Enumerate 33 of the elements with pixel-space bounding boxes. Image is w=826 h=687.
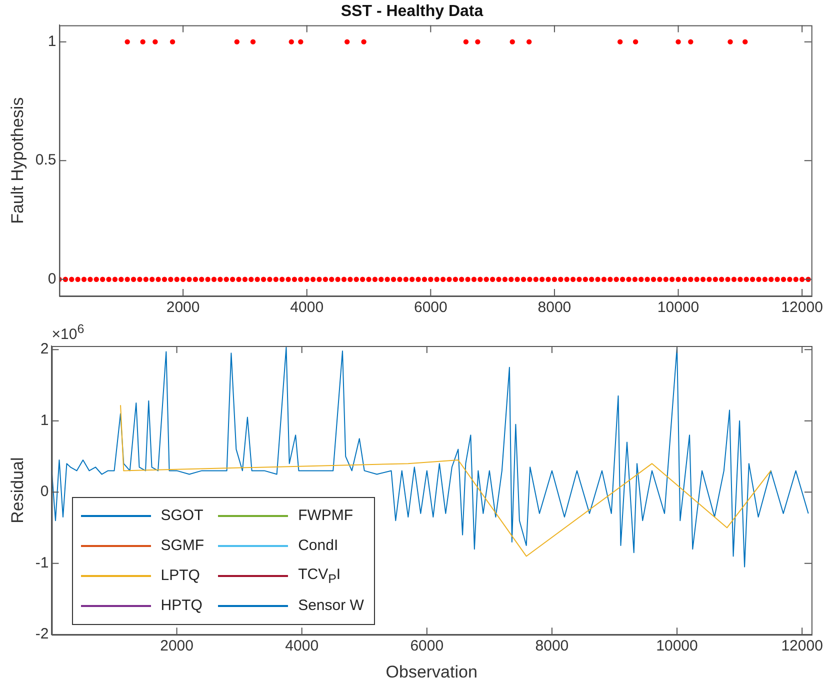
- x-axis-title: Observation: [386, 662, 478, 682]
- y-tick-label: -1: [35, 554, 49, 572]
- y-tick-label: 2: [40, 340, 49, 358]
- x-tick-label: 12000: [781, 638, 823, 655]
- legend-label: SGOT: [160, 507, 204, 524]
- y-tick-label: 1: [40, 412, 49, 429]
- x-tick-label: 10000: [656, 638, 698, 655]
- text: ×10$^{6}$: [52, 322, 84, 343]
- x-tick-label: 12000: [781, 299, 823, 316]
- y-axis-title: Fault Hypothesis: [8, 97, 27, 224]
- y-axis-title: Residual: [8, 457, 27, 524]
- legend-label: FWPMF: [298, 507, 354, 524]
- y-tick-label: 0: [48, 270, 56, 288]
- x-tick-label: 4000: [290, 299, 324, 316]
- legend-label: HPTQ: [160, 597, 202, 614]
- y-tick-label: 1: [48, 32, 56, 50]
- legend-label: Sensor W: [298, 597, 364, 614]
- legend-label: SGMF: [160, 537, 204, 554]
- legend-label: LPTQ: [160, 567, 200, 584]
- x-tick-label: 2000: [160, 638, 194, 655]
- y-tick-label: -2: [35, 626, 49, 643]
- x-tick-label: 10000: [657, 299, 700, 316]
- x-tick-label: 2000: [166, 299, 200, 316]
- x-tick-label: 6000: [414, 299, 448, 316]
- x-tick-label: 6000: [410, 638, 444, 655]
- x-tick-label: 8000: [538, 299, 572, 316]
- legend-label: TCV$_{P}$I: [298, 566, 341, 586]
- y-tick-label: 0.5: [35, 152, 56, 169]
- legend-label: CondI: [298, 537, 338, 554]
- y-tick-label: 0: [40, 483, 49, 500]
- x-tick-label: 4000: [285, 638, 319, 655]
- chart-title: SST - Healthy Data: [340, 3, 484, 20]
- x-tick-label: 8000: [535, 638, 569, 655]
